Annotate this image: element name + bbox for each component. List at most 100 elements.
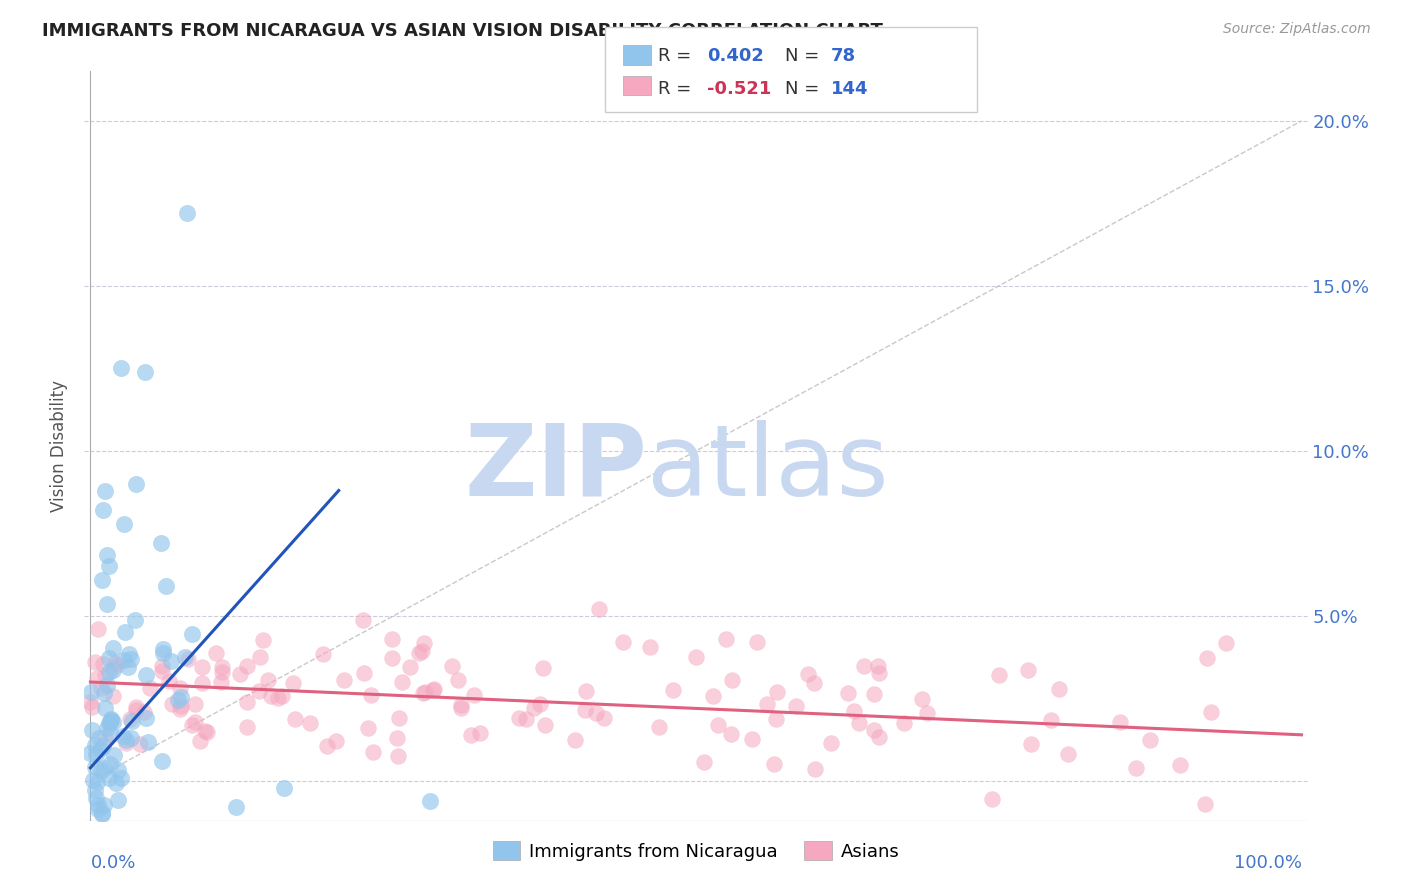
Point xyxy=(157,673,180,688)
Point xyxy=(450,701,472,715)
Point xyxy=(662,683,685,698)
Point xyxy=(387,731,409,745)
Point xyxy=(93,700,115,714)
Point xyxy=(316,739,339,753)
Point xyxy=(256,673,278,687)
Point xyxy=(508,711,530,725)
Point xyxy=(87,622,110,636)
Point xyxy=(1056,747,1078,761)
Point xyxy=(188,734,211,748)
Point xyxy=(194,724,217,739)
Point xyxy=(91,657,114,671)
Point xyxy=(523,701,546,715)
Point xyxy=(716,632,738,646)
Point xyxy=(93,686,115,700)
Point xyxy=(211,665,233,679)
Point xyxy=(84,655,107,669)
Point xyxy=(702,689,724,703)
Point xyxy=(209,674,232,689)
Point xyxy=(1040,713,1063,727)
Point xyxy=(103,748,125,763)
Point xyxy=(281,675,304,690)
Point xyxy=(86,775,108,789)
Point xyxy=(575,684,598,698)
Point xyxy=(80,685,103,699)
Point xyxy=(463,688,485,702)
Text: 0.402: 0.402 xyxy=(707,47,763,65)
Point xyxy=(766,685,789,699)
Point xyxy=(981,792,1004,806)
Point xyxy=(176,206,198,220)
Point xyxy=(685,650,707,665)
Point xyxy=(128,737,150,751)
Point xyxy=(180,718,202,732)
Point xyxy=(101,664,124,678)
Point xyxy=(98,771,121,785)
Point xyxy=(97,715,120,730)
Point xyxy=(804,762,827,776)
Point xyxy=(844,704,866,718)
Point xyxy=(352,613,374,627)
Point xyxy=(195,725,218,739)
Point xyxy=(588,602,610,616)
Text: N =: N = xyxy=(785,47,824,65)
Point xyxy=(97,559,120,574)
Point xyxy=(1021,737,1043,751)
Point xyxy=(180,627,202,641)
Point xyxy=(720,673,742,687)
Point xyxy=(820,736,842,750)
Point xyxy=(120,712,142,726)
Point xyxy=(803,675,825,690)
Point xyxy=(170,699,193,714)
Point xyxy=(86,790,108,805)
Point xyxy=(184,697,207,711)
Point xyxy=(460,728,482,742)
Point xyxy=(111,729,134,743)
Point xyxy=(120,731,142,746)
Point xyxy=(267,691,290,706)
Point xyxy=(1195,650,1218,665)
Point xyxy=(94,668,117,682)
Point xyxy=(125,703,148,717)
Point xyxy=(83,738,105,752)
Point xyxy=(756,698,779,712)
Point xyxy=(353,665,375,680)
Point xyxy=(94,483,117,498)
Text: 100.0%: 100.0% xyxy=(1233,854,1302,871)
Point xyxy=(411,643,433,657)
Point xyxy=(1215,636,1237,650)
Point xyxy=(1199,706,1222,720)
Point xyxy=(247,683,270,698)
Point xyxy=(236,695,259,709)
Point xyxy=(391,674,413,689)
Point xyxy=(105,776,128,790)
Point xyxy=(381,651,404,665)
Point xyxy=(90,806,112,821)
Text: -0.521: -0.521 xyxy=(707,80,772,98)
Point xyxy=(86,802,108,816)
Point xyxy=(110,771,132,785)
Point xyxy=(868,730,890,744)
Point xyxy=(160,654,183,668)
Point xyxy=(150,659,173,673)
Point xyxy=(107,764,129,778)
Point xyxy=(211,660,233,674)
Legend: Immigrants from Nicaragua, Asians: Immigrants from Nicaragua, Asians xyxy=(485,834,907,868)
Point xyxy=(785,698,807,713)
Point xyxy=(103,690,125,704)
Point xyxy=(83,760,105,774)
Point xyxy=(413,685,436,699)
Text: 78: 78 xyxy=(831,47,856,65)
Point xyxy=(1139,733,1161,747)
Point xyxy=(1125,761,1147,775)
Point xyxy=(91,503,114,517)
Point xyxy=(79,746,101,760)
Text: IMMIGRANTS FROM NICARAGUA VS ASIAN VISION DISABILITY CORRELATION CHART: IMMIGRANTS FROM NICARAGUA VS ASIAN VISIO… xyxy=(42,22,883,40)
Point xyxy=(94,731,117,745)
Point xyxy=(89,742,111,756)
Text: R =: R = xyxy=(658,80,697,98)
Point xyxy=(134,668,156,682)
Point xyxy=(534,718,557,732)
Point xyxy=(101,714,124,729)
Point xyxy=(412,686,434,700)
